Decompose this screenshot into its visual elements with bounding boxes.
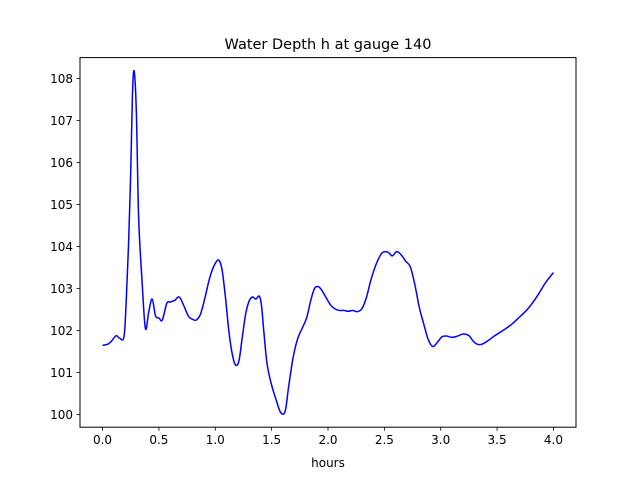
y-tick-label: 105 <box>50 198 73 212</box>
y-tick-label: 100 <box>50 408 73 422</box>
x-tick-label: 3.0 <box>431 433 450 447</box>
x-axis-ticks: 0.0 0.5 1.0 1.5 2.0 2.5 3.0 3.5 4.0 <box>93 427 563 447</box>
x-tick-label: 1.0 <box>206 433 225 447</box>
x-tick-label: 3.5 <box>488 433 507 447</box>
x-tick-label: 4.0 <box>544 433 563 447</box>
y-tick-label: 106 <box>50 156 73 170</box>
y-tick-label: 103 <box>50 282 73 296</box>
x-tick-label: 2.0 <box>318 433 337 447</box>
chart-title: Water Depth h at gauge 140 <box>225 37 432 53</box>
y-axis-ticks: 100 101 102 103 104 105 106 107 108 <box>50 72 80 422</box>
x-tick-label: 0.5 <box>149 433 168 447</box>
x-tick-label: 0.0 <box>93 433 112 447</box>
y-tick-label: 104 <box>50 240 73 254</box>
y-tick-label: 107 <box>50 114 73 128</box>
x-tick-label: 2.5 <box>375 433 394 447</box>
y-tick-label: 101 <box>50 366 73 380</box>
x-axis-label: hours <box>311 456 345 470</box>
y-tick-label: 108 <box>50 72 73 86</box>
series-line-0 <box>102 69 555 415</box>
axes-frame <box>79 57 577 428</box>
x-tick-label: 1.5 <box>262 433 281 447</box>
y-tick-label: 102 <box>50 324 73 338</box>
plot-area <box>102 69 555 415</box>
